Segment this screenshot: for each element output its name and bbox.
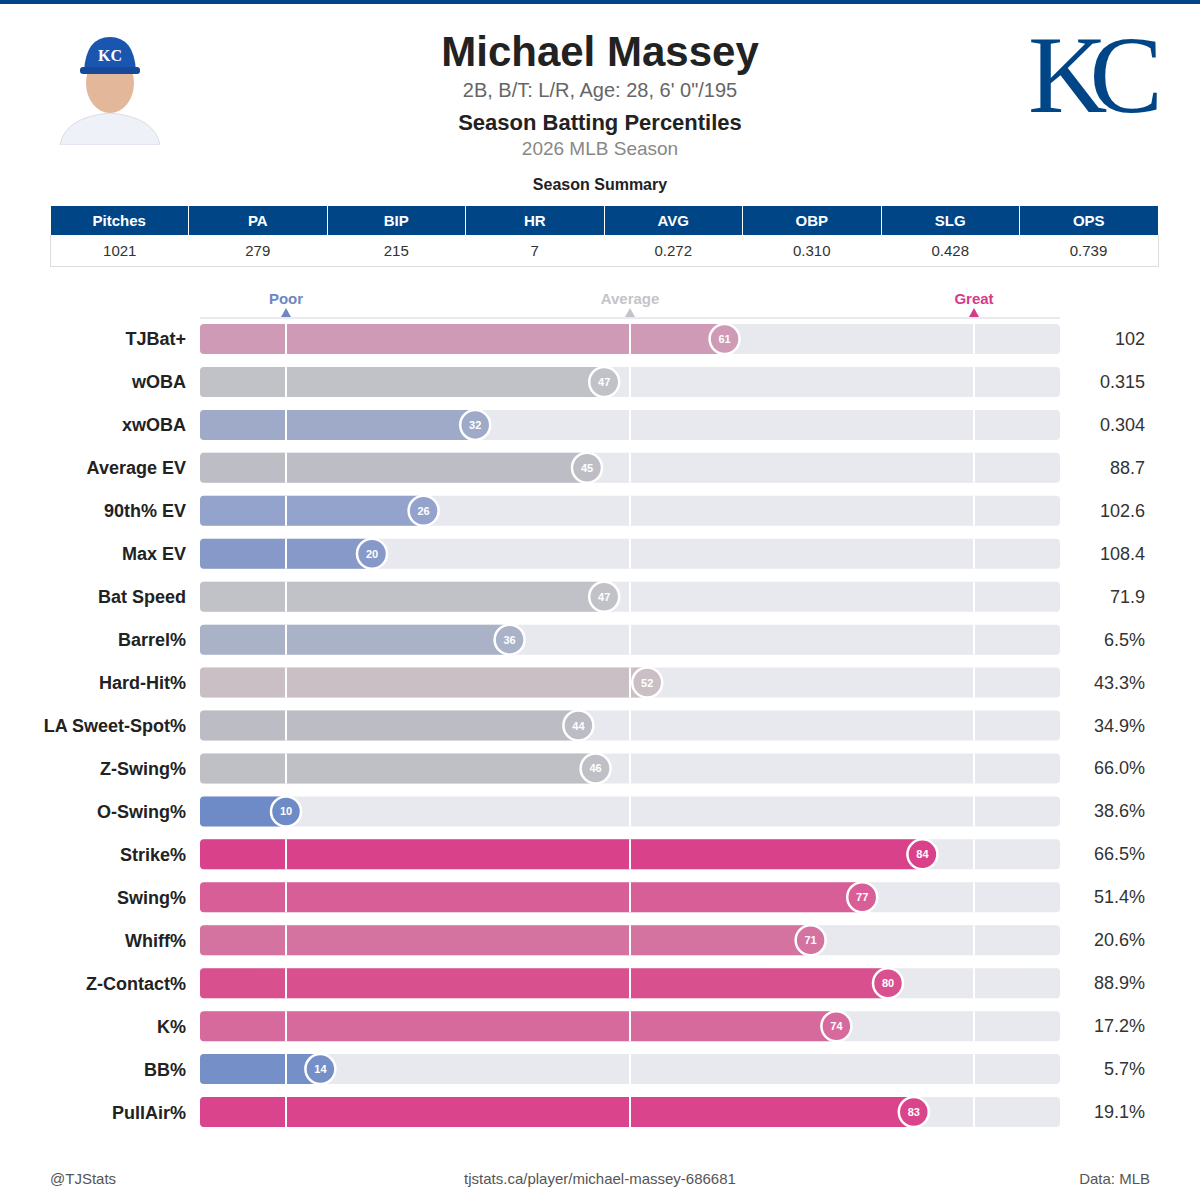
html-text:2026 MLB Season: 2026 MLB Season <box>521 138 679 159</box>
svg-text:43.3%: 43.3% <box>1094 673 1145 693</box>
svg-text:Average EV: Average EV <box>87 458 186 478</box>
svg-text:Great: Great <box>954 290 993 307</box>
svg-text:77: 77 <box>856 891 868 903</box>
svg-text:6.5%: 6.5% <box>1104 630 1145 650</box>
svg-text:26: 26 <box>417 505 429 517</box>
svg-text:71.9: 71.9 <box>1110 587 1145 607</box>
svg-text:90th% EV: 90th% EV <box>104 501 186 521</box>
svg-text:Z-Swing%: Z-Swing% <box>100 759 186 779</box>
html-text:tjstats.ca/player/michael-mass: tjstats.ca/player/michael-massey-686681 <box>464 1170 736 1187</box>
svg-text:5.7%: 5.7% <box>1104 1059 1145 1079</box>
html-text:Data: MLB: Data: MLB <box>1079 1170 1150 1187</box>
svg-text:Average: Average <box>601 290 660 307</box>
svg-text:32: 32 <box>469 419 481 431</box>
html-text:Season Batting Percentiles: Season Batting Percentiles <box>458 110 742 135</box>
svg-text:46: 46 <box>589 762 601 774</box>
svg-text:52: 52 <box>641 677 653 689</box>
svg-text:17.2%: 17.2% <box>1094 1016 1145 1036</box>
svg-text:Swing%: Swing% <box>117 888 186 908</box>
html-text:0.428: 0.428 <box>931 241 969 259</box>
svg-text:Max EV: Max EV <box>122 544 186 564</box>
svg-text:19.1%: 19.1% <box>1094 1102 1145 1122</box>
html-text:SLG: SLG <box>934 212 966 229</box>
svg-text:61: 61 <box>718 333 730 345</box>
svg-text:108.4: 108.4 <box>1100 544 1145 564</box>
svg-text:88.9%: 88.9% <box>1094 973 1145 993</box>
html-text:0.272: 0.272 <box>654 241 692 259</box>
html-text:AVG: AVG <box>657 212 689 229</box>
html-text:2B, B/T: L/R, Age: 28, 6' 0"/1: 2B, B/T: L/R, Age: 28, 6' 0"/195 <box>462 79 738 101</box>
svg-text:66.0%: 66.0% <box>1094 758 1145 778</box>
svg-text:20: 20 <box>366 548 378 560</box>
svg-text:0.304: 0.304 <box>1100 415 1145 435</box>
svg-text:xwOBA: xwOBA <box>122 415 186 435</box>
svg-text:KC: KC <box>98 47 122 64</box>
svg-text:66.5%: 66.5% <box>1094 844 1145 864</box>
svg-text:PullAir%: PullAir% <box>112 1103 186 1123</box>
svg-text:K%: K% <box>157 1017 186 1037</box>
svg-text:47: 47 <box>598 376 610 388</box>
html-text:BIP: BIP <box>383 212 409 229</box>
svg-text:45: 45 <box>581 462 593 474</box>
svg-text:84: 84 <box>916 848 929 860</box>
svg-text:102.6: 102.6 <box>1100 501 1145 521</box>
svg-text:Barrel%: Barrel% <box>118 630 186 650</box>
svg-text:LA Sweet-Spot%: LA Sweet-Spot% <box>44 716 186 736</box>
svg-text:O-Swing%: O-Swing% <box>97 802 186 822</box>
html-text:Michael Massey: Michael Massey <box>441 28 759 75</box>
svg-text:71: 71 <box>804 934 816 946</box>
svg-text:47: 47 <box>598 591 610 603</box>
svg-text:102: 102 <box>1115 329 1145 349</box>
html-text:279: 279 <box>245 241 271 259</box>
svg-text:Z-Contact%: Z-Contact% <box>86 974 186 994</box>
svg-text:88.7: 88.7 <box>1110 458 1145 478</box>
html-text:Season Summary: Season Summary <box>532 176 668 193</box>
html-text:215: 215 <box>383 241 409 259</box>
svg-text:14: 14 <box>314 1063 327 1075</box>
svg-text:Bat Speed: Bat Speed <box>98 587 186 607</box>
svg-text:0.315: 0.315 <box>1100 372 1145 392</box>
html-text:Pitches: Pitches <box>92 212 146 229</box>
svg-text:51.4%: 51.4% <box>1094 887 1145 907</box>
svg-text:Poor: Poor <box>269 290 303 307</box>
svg-text:BB%: BB% <box>144 1060 186 1080</box>
html-text:0.739: 0.739 <box>1069 241 1108 259</box>
html-text:1021: 1021 <box>103 241 137 259</box>
svg-text:38.6%: 38.6% <box>1094 801 1145 821</box>
html-text:PA: PA <box>247 212 268 229</box>
html-text:KC: KC <box>1028 14 1145 136</box>
svg-text:74: 74 <box>830 1020 843 1032</box>
svg-text:20.6%: 20.6% <box>1094 930 1145 950</box>
svg-text:wOBA: wOBA <box>131 372 186 392</box>
html-text:OBP: OBP <box>795 212 828 229</box>
html-text:OPS: OPS <box>1072 212 1105 229</box>
svg-text:44: 44 <box>572 720 585 732</box>
svg-text:10: 10 <box>280 805 292 817</box>
html-text:HR: HR <box>523 212 546 229</box>
svg-text:34.9%: 34.9% <box>1094 716 1145 736</box>
svg-text:83: 83 <box>908 1106 920 1118</box>
svg-text:TJBat+: TJBat+ <box>125 329 186 349</box>
svg-text:Hard-Hit%: Hard-Hit% <box>99 673 186 693</box>
html-text:7: 7 <box>530 241 539 259</box>
svg-text:80: 80 <box>882 977 894 989</box>
svg-text:Whiff%: Whiff% <box>125 931 186 951</box>
html-text:0.310: 0.310 <box>793 241 831 259</box>
svg-text:Strike%: Strike% <box>120 845 186 865</box>
svg-text:36: 36 <box>503 634 515 646</box>
html-text:@TJStats: @TJStats <box>50 1170 117 1187</box>
